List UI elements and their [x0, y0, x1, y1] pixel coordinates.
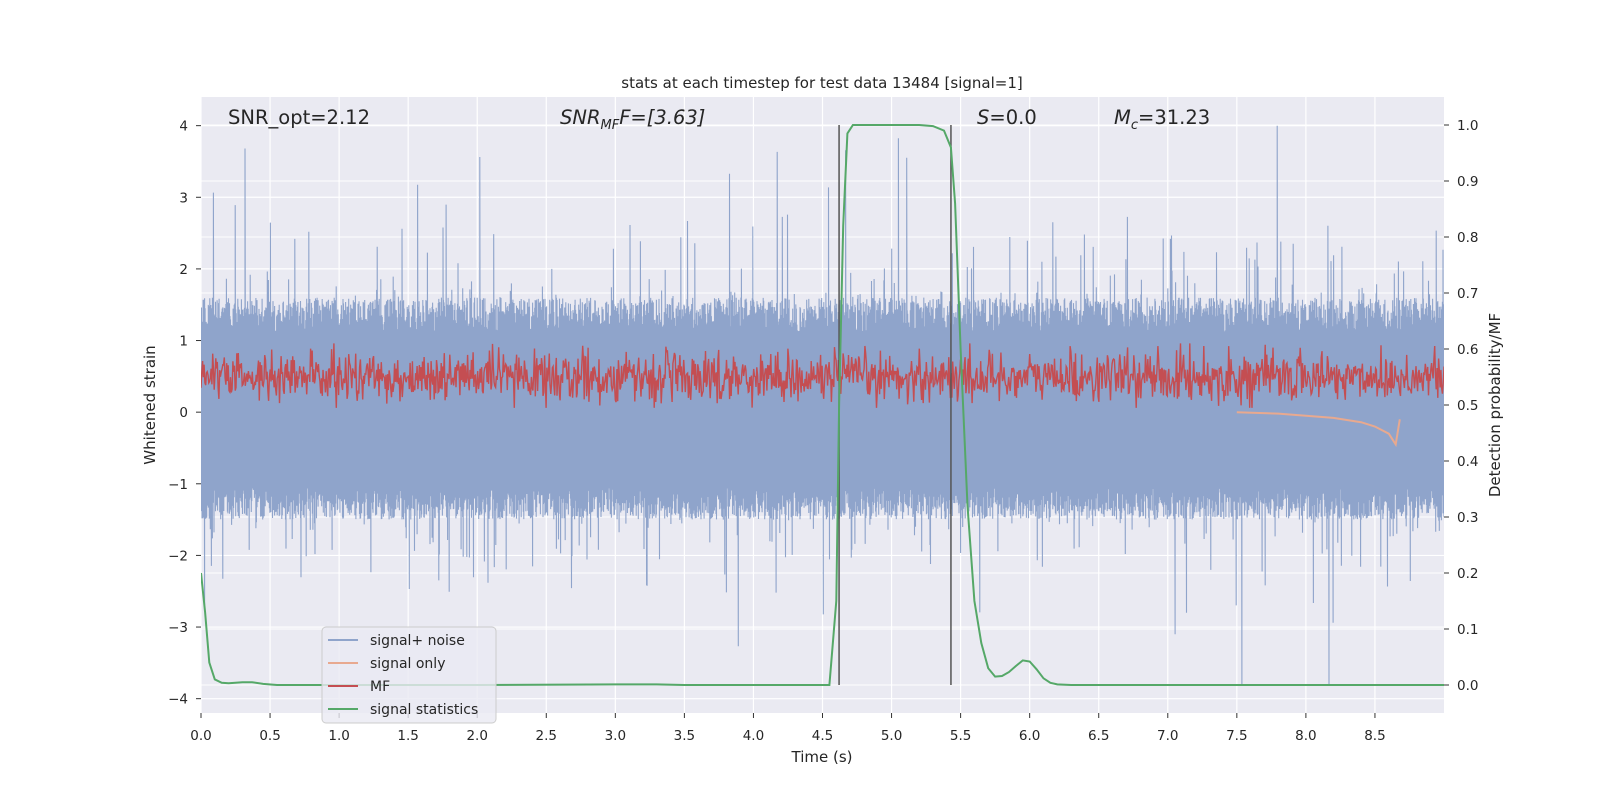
annotation-mc: Mc=31.23 [1114, 106, 1210, 133]
y-left-tick-label: −3 [168, 620, 188, 636]
legend-label-signal-only: signal only [370, 656, 445, 672]
x-tick-label: 7.0 [1157, 728, 1178, 744]
x-tick-label: 5.5 [950, 728, 971, 744]
annotation-s: S=0.0 [977, 106, 1037, 129]
y-left-tick-label: −2 [168, 548, 188, 564]
y-right-tick-label: 0.8 [1457, 230, 1478, 246]
mf-line [201, 343, 1444, 408]
x-tick-label: 2.0 [466, 728, 487, 744]
series-mf [201, 343, 1444, 408]
y-right-axis-ticks: 1.0 0.9 0.8 0.7 0.6 0.5 0.4 0.3 0.2 0.1 0.0 [1444, 118, 1478, 694]
x-tick-label: 3.5 [674, 728, 695, 744]
y-right-tick-label: 0.1 [1457, 622, 1478, 638]
series-signal-noise [201, 125, 1444, 685]
y-left-tick-label: 3 [179, 190, 188, 206]
y-right-tick-label: 0.5 [1457, 398, 1478, 414]
y-left-tick-label: 4 [179, 119, 188, 135]
x-tick-label: 3.0 [605, 728, 626, 744]
chart-title: stats at each timestep for test data 134… [621, 74, 1022, 92]
y-left-tick-label: 1 [179, 334, 188, 350]
y-left-axis-label: Whitened strain [141, 345, 159, 464]
x-tick-label: 7.5 [1226, 728, 1247, 744]
x-tick-label: 8.0 [1295, 728, 1316, 744]
y-right-tick-label: 0.2 [1457, 566, 1478, 582]
legend-box [321, 626, 497, 724]
x-tick-label: 8.5 [1364, 728, 1385, 744]
x-tick-label: 2.5 [536, 728, 557, 744]
y-right-tick-label: 0.6 [1457, 342, 1478, 358]
y-right-tick-label: 0.9 [1457, 174, 1478, 190]
y-right-tick-label: 0.0 [1457, 678, 1478, 694]
legend-label-signal-statistics: signal statistics [370, 702, 478, 718]
legend-label-signal-noise: signal+ noise [370, 633, 465, 649]
y-left-tick-label: 2 [179, 262, 188, 278]
y-left-tick-label: −4 [168, 692, 188, 708]
y-right-axis-label: Detection probability/MF [1486, 313, 1504, 497]
x-axis-label: Time (s) [791, 748, 853, 766]
x-tick-label: 0.0 [190, 728, 211, 744]
y-right-tick-label: 1.0 [1457, 118, 1478, 134]
legend: signal+ noise signal only MF signal stat… [321, 626, 497, 724]
annotation-snr-opt: SNR_opt=2.12 [228, 106, 370, 129]
signal-noise-line [201, 125, 1444, 685]
x-tick-label: 1.0 [328, 728, 349, 744]
annotation-snr-mf: SNRMFF=[3.63] [560, 106, 705, 133]
legend-label-mf: MF [370, 679, 390, 695]
y-right-tick-label: 0.3 [1457, 510, 1478, 526]
y-right-tick-label: 0.4 [1457, 454, 1478, 470]
x-tick-label: 4.5 [812, 728, 833, 744]
signal-statistics-line [201, 124, 1444, 686]
signal-only-line [1236, 411, 1401, 448]
x-tick-label: 5.0 [881, 728, 902, 744]
x-tick-label: 6.5 [1088, 728, 1109, 744]
y-left-tick-label: 0 [179, 405, 188, 421]
x-tick-label: 6.0 [1019, 728, 1040, 744]
series-signal-statistics [201, 124, 1444, 686]
x-axis-ticks: 0.0 0.5 1.0 1.5 2.0 2.5 3.0 3.5 4.0 4.5 5.0 5.5 6.0 6… [190, 713, 1386, 744]
x-tick-label: 1.5 [397, 728, 418, 744]
x-tick-label: 0.5 [259, 728, 280, 744]
y-left-tick-label: −1 [168, 477, 188, 493]
y-left-axis-ticks: 4 3 2 1 0 −1 −2 −3 −4 [168, 119, 201, 708]
series-signal-only [1236, 411, 1401, 448]
y-right-tick-label: 0.7 [1457, 286, 1478, 302]
x-tick-label: 4.0 [743, 728, 764, 744]
